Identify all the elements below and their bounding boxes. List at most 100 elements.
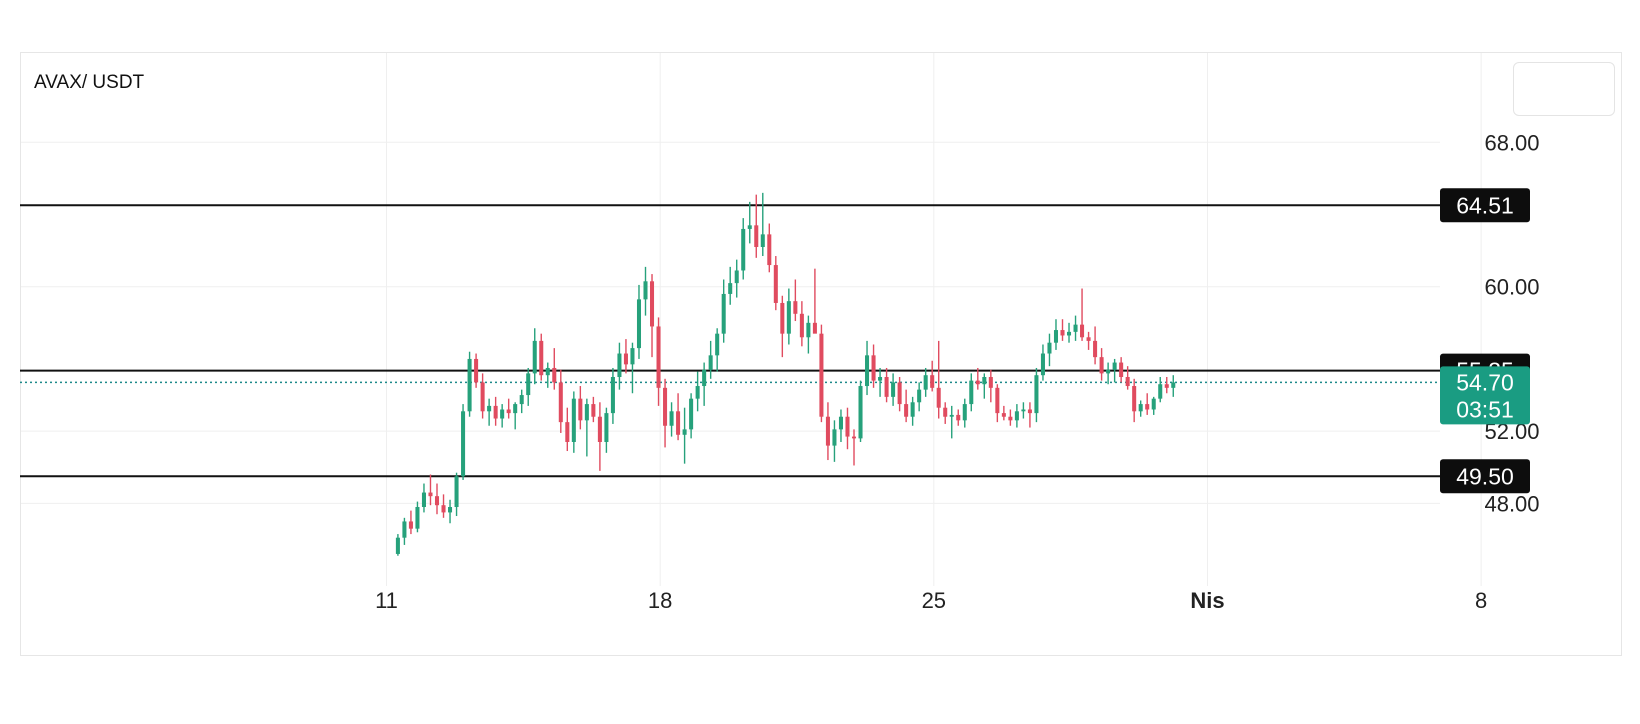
- level-price-tag: [1440, 459, 1530, 494]
- chart-settings-button[interactable]: [1513, 62, 1615, 116]
- candle-body: [1047, 342, 1052, 354]
- candle-body: [721, 293, 726, 334]
- candle-body: [552, 367, 557, 383]
- candle-body: [1171, 382, 1176, 388]
- candle-body: [558, 382, 563, 423]
- candle-body: [415, 507, 420, 529]
- candle-body: [1080, 324, 1085, 338]
- candle-body: [656, 326, 661, 388]
- candle-body: [1138, 404, 1143, 412]
- candle-body: [1164, 384, 1169, 388]
- candle-body: [513, 404, 518, 414]
- candle-body: [760, 234, 765, 247]
- last-price-label: 54.70: [1456, 369, 1514, 395]
- candle-body: [871, 355, 876, 381]
- candle-body: [487, 405, 492, 412]
- candle-body: [519, 395, 524, 405]
- candle-body: [786, 301, 791, 334]
- candle-body: [773, 265, 778, 303]
- candle-body: [904, 404, 909, 417]
- candle-body: [454, 476, 459, 507]
- candle-body: [793, 301, 798, 314]
- candle-body: [1093, 340, 1098, 358]
- candle-body: [891, 382, 896, 397]
- y-tick-label: 68.00: [1484, 130, 1539, 155]
- candle-body: [1027, 409, 1032, 414]
- y-tick-label: 60.00: [1484, 275, 1539, 300]
- candle-body: [1014, 411, 1019, 421]
- candle-body: [897, 382, 902, 405]
- candle-body: [591, 404, 596, 417]
- candle-body: [1034, 375, 1039, 414]
- candle-body: [780, 302, 785, 334]
- candle-body: [812, 322, 817, 334]
- candle-body: [943, 407, 948, 417]
- candle-body: [1021, 409, 1026, 412]
- last-price-tag: [1440, 366, 1530, 425]
- y-tick-label: 48.00: [1484, 491, 1539, 516]
- level-price-label: 49.50: [1456, 463, 1514, 489]
- candle-body: [428, 492, 433, 497]
- candle-body: [1001, 413, 1006, 417]
- candle-body: [982, 377, 987, 385]
- candle-body: [819, 333, 824, 417]
- candle-body: [676, 411, 681, 435]
- candle-body: [689, 398, 694, 430]
- candle-body: [962, 404, 967, 421]
- candle-body: [754, 225, 759, 247]
- candle-body: [1040, 353, 1045, 376]
- candle-body: [851, 436, 857, 439]
- candle-body: [956, 414, 961, 421]
- candle-body: [708, 355, 713, 370]
- candle-body: [799, 313, 804, 338]
- candle-body: [539, 340, 544, 376]
- candle-body: [1008, 416, 1013, 421]
- candle-body: [930, 375, 935, 388]
- candle-body: [1145, 404, 1150, 410]
- candle-body: [1086, 337, 1091, 341]
- candle-body: [610, 377, 615, 414]
- candle-body: [1112, 362, 1117, 370]
- candle-body: [1099, 357, 1104, 374]
- candle-body: [623, 353, 628, 365]
- candle-body: [878, 377, 883, 381]
- candle-body: [1158, 384, 1163, 399]
- candle-body: [565, 422, 570, 442]
- candle-body: [1119, 362, 1124, 377]
- candle-body: [806, 322, 811, 338]
- candle-body: [649, 281, 655, 327]
- candle-body: [617, 353, 622, 377]
- candle-body: [747, 225, 752, 229]
- candle-body: [682, 429, 687, 435]
- candle-body: [584, 404, 589, 421]
- candle-body: [643, 281, 648, 300]
- candle-body: [715, 333, 720, 356]
- candle-body: [630, 348, 635, 365]
- candle-body: [728, 283, 733, 294]
- candle-body: [969, 380, 974, 405]
- candle-body: [493, 405, 498, 419]
- candle-body: [884, 377, 889, 397]
- candle-body: [448, 507, 453, 513]
- x-tick-label: Nis: [1190, 588, 1224, 613]
- candle-body: [988, 377, 993, 388]
- chart-frame: [20, 52, 1622, 656]
- candle-body: [838, 416, 843, 430]
- candle-body: [395, 537, 400, 554]
- candle-body: [832, 429, 837, 446]
- candle-body: [421, 492, 426, 507]
- x-tick-label: 11: [375, 588, 398, 613]
- candle-body: [500, 409, 505, 419]
- level-price-label: 64.51: [1456, 192, 1514, 218]
- candle-body: [734, 270, 739, 284]
- candle-body: [506, 409, 511, 414]
- candle-body: [578, 398, 583, 421]
- candle-body: [1106, 369, 1111, 374]
- candle-body: [532, 340, 537, 374]
- candle-body: [1053, 330, 1059, 343]
- candle-body: [441, 505, 446, 513]
- candle-body: [467, 358, 472, 412]
- candle-body: [434, 496, 440, 506]
- x-tick-label: 18: [648, 588, 672, 613]
